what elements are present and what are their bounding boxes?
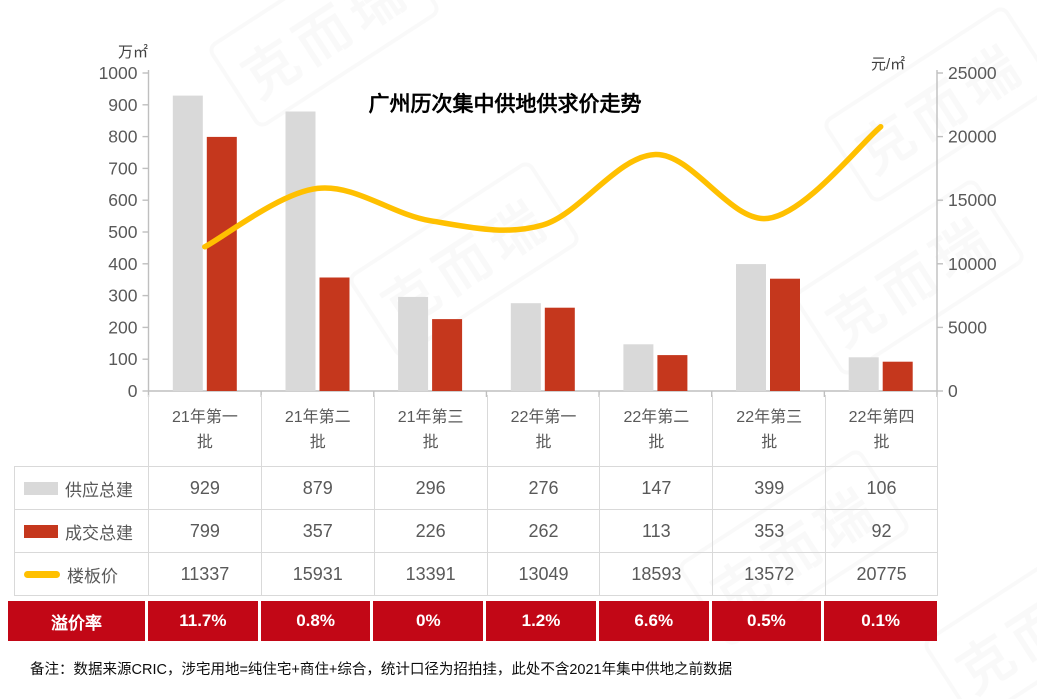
- supply-bar: [398, 296, 429, 391]
- left-axis-tick-label: 1000: [99, 63, 138, 83]
- premium-row-label: 溢价率: [8, 601, 148, 641]
- supply-bar: [623, 344, 654, 391]
- left-axis-tick-label: 300: [108, 286, 137, 306]
- premium-rate-row: 溢价率 11.7% 0.8% 0% 1.2% 6.6% 0.5% 0.1%: [8, 601, 937, 641]
- column-header: 21年第二批: [260, 395, 374, 467]
- premium-value-cell: 0.8%: [260, 601, 374, 641]
- supply-bar: [736, 264, 766, 391]
- watermark-stamp: 克而瑞: [920, 523, 1037, 699]
- value-cell: 357: [260, 510, 374, 553]
- right-axis-tick-label: 10000: [948, 254, 997, 274]
- value-cell: 92: [825, 510, 938, 553]
- legend-cell: 成交总建: [14, 510, 148, 553]
- value-cell: 20775: [825, 553, 938, 596]
- deal-bar: [657, 355, 688, 391]
- supply-bar: [848, 357, 879, 391]
- value-cell: 276: [486, 467, 600, 510]
- value-cell: 18593: [599, 553, 713, 596]
- footnote: 备注：数据来源CRIC，涉宅用地=纯住宅+商住+综合，统计口径为招拍挂，此处不含…: [30, 662, 733, 678]
- value-cell: 147: [599, 467, 713, 510]
- left-axis-tick-label: 0: [128, 381, 138, 398]
- right-axis-tick-label: 5000: [948, 317, 987, 337]
- deal-bar: [432, 319, 463, 391]
- value-cell: 13049: [486, 553, 600, 596]
- chart-title: 广州历次集中供地供求价走势: [368, 93, 642, 116]
- right-axis-unit-label: 元/㎡: [871, 56, 906, 73]
- bar-legend-swatch: [24, 481, 58, 495]
- value-cell: 13572: [712, 553, 826, 596]
- left-axis-tick-label: 200: [108, 317, 137, 337]
- premium-value-cell: 1.2%: [486, 601, 599, 641]
- deal-bar: [319, 277, 350, 391]
- value-cell: 799: [148, 510, 261, 553]
- supply-bar: [172, 95, 203, 391]
- value-cell: 13391: [373, 553, 487, 596]
- deal-bar: [206, 136, 237, 391]
- premium-value-cell: 11.7%: [148, 601, 261, 641]
- chart-area: 0 100 200 300 400 500 600 700 800 900 1000 0 5000 100…: [99, 44, 997, 401]
- left-axis-tick-label: 100: [108, 349, 137, 369]
- premium-value-cell: 0%: [373, 601, 487, 641]
- supply-bar: [510, 303, 541, 391]
- value-cell: 296: [373, 467, 487, 510]
- value-cell: 226: [373, 510, 487, 553]
- left-axis-tick-label: 700: [108, 158, 137, 178]
- legend-cell: 楼板价: [14, 553, 148, 596]
- value-cell: 399: [712, 467, 826, 510]
- value-cell: 113: [599, 510, 713, 553]
- column-header: 22年第四批: [825, 395, 938, 467]
- floor-price-line: [202, 123, 884, 250]
- deal-bar: [544, 307, 575, 391]
- premium-value-cell: 6.6%: [598, 601, 712, 641]
- left-axis-tick-label: 500: [108, 222, 137, 242]
- legend-label: 成交总建: [65, 523, 133, 543]
- value-cell: 106: [825, 467, 938, 510]
- legend-label: 供应总建: [65, 480, 133, 500]
- table-corner: [14, 395, 148, 467]
- right-axis-tick-label: 0: [948, 381, 958, 398]
- left-axis-tick-label: 400: [108, 254, 137, 274]
- value-cell: 15931: [260, 553, 374, 596]
- column-header: 21年第三批: [373, 395, 487, 467]
- data-table: 21年第一批 21年第二批 21年第三批 22年第一批 22年第二批 22年第三批 22年第…: [14, 395, 938, 596]
- right-axis-tick-label: 20000: [948, 127, 997, 147]
- combo-chart: 0100200300400500600700800900100005000100…: [99, 63, 997, 401]
- left-axis-tick-label: 600: [108, 190, 137, 210]
- value-cell: 929: [148, 467, 261, 510]
- premium-value-cell: 0.5%: [711, 601, 825, 641]
- left-axis-tick-label: 800: [108, 127, 137, 147]
- right-axis-tick-label: 25000: [948, 63, 997, 83]
- deal-bar: [882, 361, 913, 391]
- legend-label: 楼板价: [67, 566, 118, 586]
- supply-bar: [285, 111, 316, 391]
- deal-bar: [770, 278, 800, 391]
- left-axis-unit-label: 万㎡: [117, 44, 148, 61]
- legend-cell: 供应总建: [14, 467, 148, 510]
- bar-legend-swatch: [24, 524, 58, 538]
- value-cell: 353: [712, 510, 826, 553]
- value-cell: 11337: [148, 553, 261, 596]
- line-legend-swatch: [24, 570, 60, 578]
- premium-value-cell: 0.1%: [824, 601, 937, 641]
- column-header: 22年第二批: [599, 395, 713, 467]
- right-axis-tick-label: 15000: [948, 190, 997, 210]
- column-header: 21年第一批: [148, 395, 261, 467]
- value-cell: 262: [486, 510, 600, 553]
- column-header: 22年第三批: [712, 395, 826, 467]
- left-axis-tick-label: 900: [108, 95, 137, 115]
- column-header: 22年第一批: [486, 395, 600, 467]
- value-cell: 879: [260, 467, 374, 510]
